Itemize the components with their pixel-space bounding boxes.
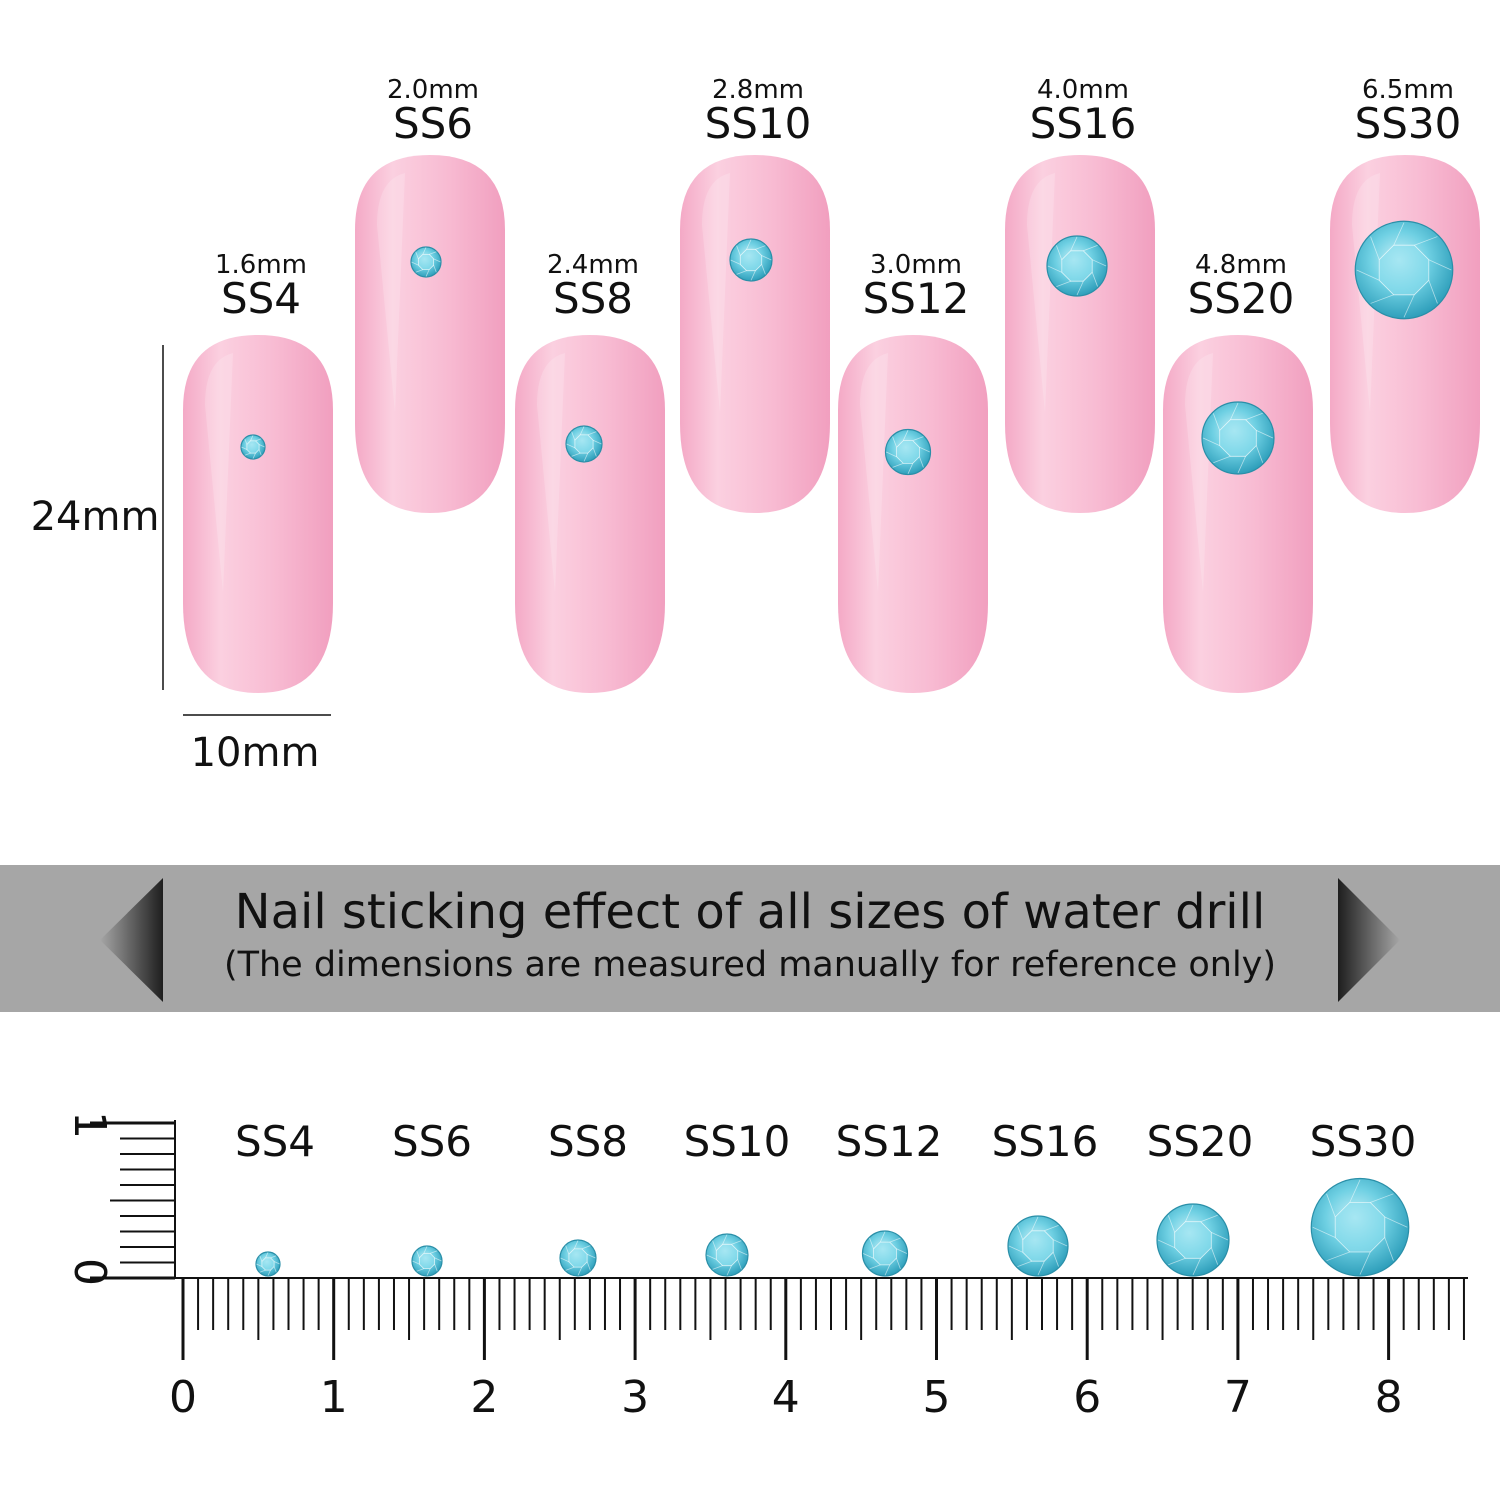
size-mm-label: 6.5mm — [1362, 75, 1454, 105]
banner-background — [0, 865, 1500, 1012]
nail-shape — [838, 335, 988, 693]
ruler-label: 8 — [1375, 1372, 1403, 1423]
size-mm-label: 2.0mm — [387, 75, 479, 105]
ruler-size-label: SS8 — [548, 1117, 628, 1166]
ruler-size-label: SS6 — [392, 1117, 472, 1166]
vertical-ruler-label: 0 — [64, 1258, 115, 1286]
nail-shape — [183, 335, 333, 693]
banner: Nail sticking effect of all sizes of wat… — [0, 865, 1500, 1012]
size-name-label: SS10 — [705, 99, 812, 148]
banner-subtitle: (The dimensions are measured manually fo… — [224, 945, 1276, 985]
ruler-label: 2 — [470, 1372, 498, 1423]
size-name-label: SS12 — [863, 274, 970, 323]
ruler-label: 5 — [923, 1372, 951, 1423]
size-name-label: SS30 — [1355, 99, 1462, 148]
left-arrow-icon — [100, 878, 163, 1002]
size-mm-label: 2.8mm — [712, 75, 804, 105]
size-mm-label: 2.4mm — [547, 250, 639, 280]
ruler-rhinestone-ss8 — [559, 1239, 597, 1277]
rhinestone-ss12 — [884, 428, 932, 476]
rhinestone-ss16 — [1046, 235, 1108, 297]
nail-shape — [355, 155, 505, 513]
size-name-label: SS6 — [393, 99, 473, 148]
ruler-label: 6 — [1073, 1372, 1101, 1423]
rhinestone-ss4 — [240, 434, 266, 460]
ruler-rhinestone-ss20 — [1156, 1203, 1230, 1277]
ruler-size-label: SS20 — [1147, 1117, 1254, 1166]
size-name-label: SS16 — [1030, 99, 1137, 148]
rhinestone-ss10 — [729, 238, 773, 282]
banner-title: Nail sticking effect of all sizes of wat… — [235, 884, 1266, 940]
ruler-label: 1 — [320, 1372, 348, 1423]
ruler-label: 3 — [621, 1372, 649, 1423]
ruler-label: 0 — [169, 1372, 197, 1423]
ruler-rhinestone-ss10 — [705, 1233, 749, 1277]
ruler-rhinestone-ss12 — [861, 1230, 909, 1277]
nail-shape — [515, 335, 665, 693]
ruler-rhinestone-ss30 — [1310, 1177, 1410, 1277]
height-dimension-label: 24mm — [31, 494, 160, 540]
ruler-size-label: SS30 — [1310, 1117, 1417, 1166]
ruler: 0 1 2 3 4 5 6 7 8 0 1 — [64, 1111, 1468, 1423]
ruler-rhinestone-ss4 — [255, 1251, 281, 1277]
nail-shape — [1005, 155, 1155, 513]
size-name-label: SS20 — [1188, 274, 1295, 323]
rhinestone-ss30 — [1354, 220, 1454, 320]
nail-shape — [680, 155, 830, 513]
rhinestone-ss8 — [565, 425, 603, 463]
rhinestone-ss6 — [410, 246, 442, 278]
ruler-rhinestone-ss16 — [1007, 1215, 1069, 1277]
size-mm-label: 4.0mm — [1037, 75, 1129, 105]
vertical-ruler-label: 1 — [64, 1111, 115, 1139]
width-dimension-label: 10mm — [191, 730, 320, 776]
size-mm-label: 3.0mm — [870, 250, 962, 280]
ruler-size-label: SS4 — [235, 1117, 315, 1166]
ruler-label: 4 — [772, 1372, 800, 1423]
nail-row: 1.6mmSS42.0mmSS62.4mmSS82.8mmSS103.0mmSS… — [183, 75, 1480, 693]
size-name-label: SS8 — [553, 274, 633, 323]
ruler-size-label: SS10 — [684, 1117, 791, 1166]
ruler-rhinestone-ss6 — [411, 1245, 443, 1277]
rhinestone-ss20 — [1201, 401, 1275, 475]
size-mm-label: 1.6mm — [215, 250, 307, 280]
ruler-size-label: SS16 — [992, 1117, 1099, 1166]
size-name-label: SS4 — [221, 274, 301, 323]
right-arrow-icon — [1338, 878, 1400, 1002]
ruler-label: 7 — [1224, 1372, 1252, 1423]
ruler-size-label: SS12 — [836, 1117, 943, 1166]
gem-row: SS4 SS6 SS8 SS10 SS12 SS16 SS20 SS30 — [235, 1117, 1417, 1277]
nail-shape — [1163, 335, 1313, 693]
nail-shape — [1330, 155, 1480, 513]
size-mm-label: 4.8mm — [1195, 250, 1287, 280]
